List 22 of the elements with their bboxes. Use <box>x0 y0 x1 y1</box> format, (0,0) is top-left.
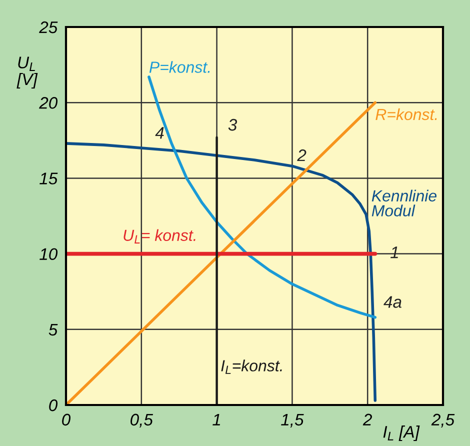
series-label: R=konst. <box>376 108 437 120</box>
x-axis-title: I$_{L}$ [A] <box>383 426 420 442</box>
x-tick-label: 1 <box>212 414 220 426</box>
annotation: 2 <box>297 149 306 162</box>
annotation: 4a <box>384 296 402 308</box>
y-tick-label: 0 <box>49 399 58 412</box>
x-tick-label: 2,5 <box>431 414 455 428</box>
annotation: 4 <box>155 127 164 139</box>
x-tick-label: 1,5 <box>281 414 304 428</box>
x-tick-label: 0,5 <box>130 414 154 428</box>
series-label: Kennlinie Modul <box>372 190 436 216</box>
series-label: I$_{L}$=konst. <box>221 360 282 374</box>
y-axis-title: U$_{L}$ [V] <box>16 56 38 88</box>
y-tick-label: 25 <box>39 21 58 34</box>
y-tick-label: 15 <box>40 172 58 184</box>
x-tick-label: 0 <box>62 414 70 426</box>
y-tick-label: 5 <box>48 324 58 336</box>
annotation: 3 <box>228 118 238 131</box>
x-tick-label: 2 <box>362 414 372 426</box>
series-label: P=konst. <box>149 61 210 73</box>
y-tick-label: 20 <box>39 97 58 109</box>
y-tick-label: 10 <box>40 248 58 260</box>
